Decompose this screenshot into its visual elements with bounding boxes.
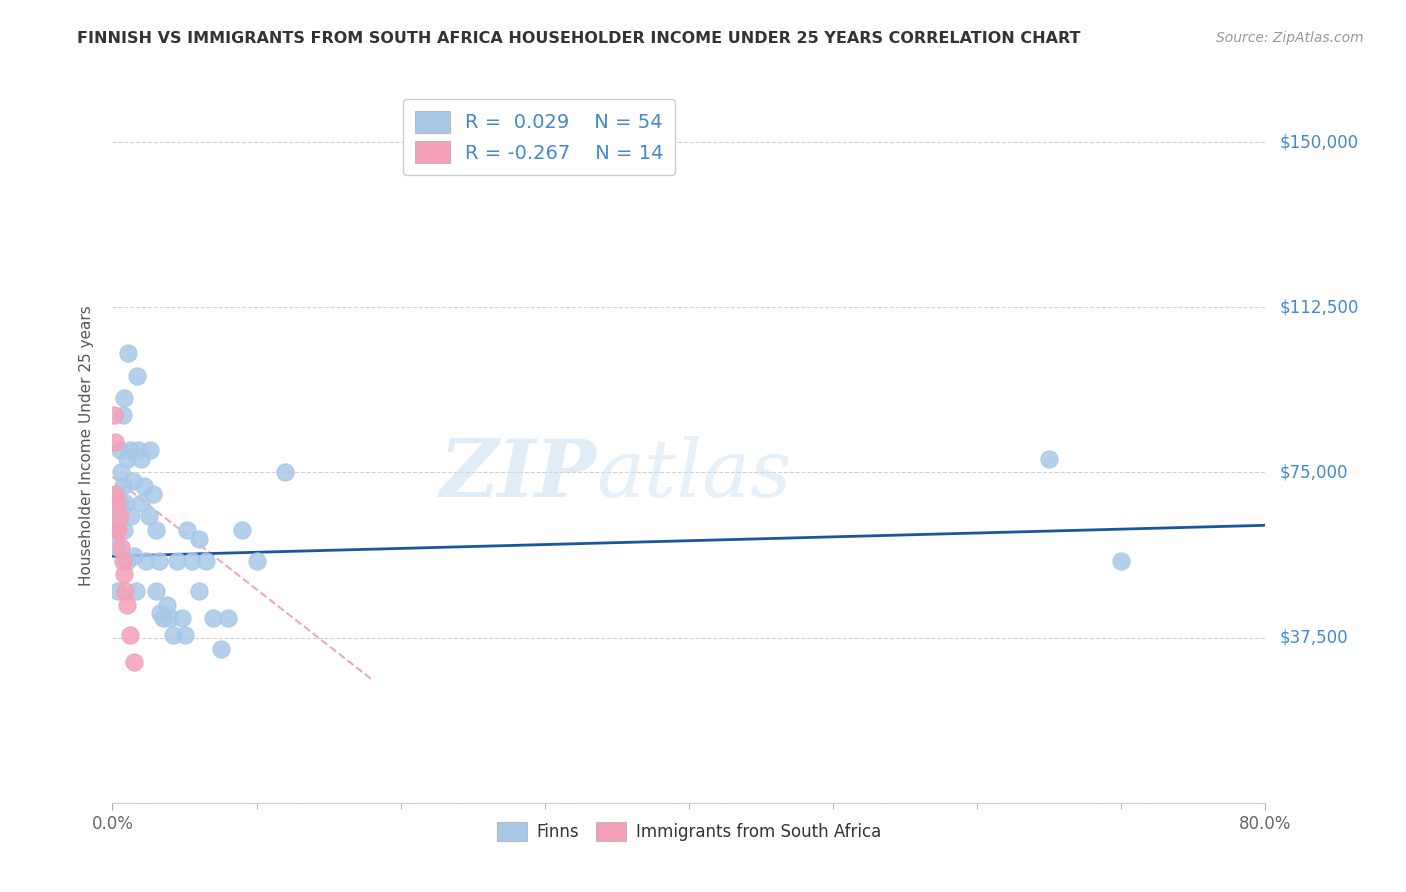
Point [231, 523, 253, 537]
Point [148, 553, 170, 567]
Point [129, 496, 153, 510]
Y-axis label: Householder Income Under 25 years: Householder Income Under 25 years [79, 306, 94, 586]
Point [125, 368, 148, 383]
Point [129, 452, 153, 467]
Point [135, 553, 157, 567]
Point [107, 584, 129, 599]
Point [149, 607, 172, 621]
Point [103, 408, 125, 422]
Point [188, 532, 211, 546]
Point [209, 641, 232, 656]
Text: Source: ZipAtlas.com: Source: ZipAtlas.com [1216, 31, 1364, 45]
Point [134, 478, 156, 492]
Point [145, 584, 167, 599]
Point [120, 509, 142, 524]
Point [152, 611, 174, 625]
Text: FINNISH VS IMMIGRANTS FROM SOUTH AFRICA HOUSEHOLDER INCOME UNDER 25 YEARS CORREL: FINNISH VS IMMIGRANTS FROM SOUTH AFRICA … [77, 31, 1081, 46]
Text: $112,500: $112,500 [1279, 298, 1358, 317]
Point [111, 478, 134, 492]
Point [180, 553, 202, 567]
Point [202, 611, 225, 625]
Text: ZIP: ZIP [440, 436, 596, 513]
Point [114, 584, 136, 599]
Point [105, 523, 128, 537]
Point [217, 611, 239, 625]
Point [142, 487, 165, 501]
Point [110, 541, 132, 555]
Point [121, 475, 143, 489]
Point [173, 628, 195, 642]
Point [1111, 553, 1133, 567]
Point [124, 584, 146, 599]
Point [107, 509, 129, 524]
Point [122, 655, 145, 669]
Point [188, 584, 211, 599]
Point [108, 443, 131, 458]
Point [156, 598, 179, 612]
Point [112, 523, 135, 537]
Point [104, 523, 127, 537]
Point [104, 487, 127, 501]
Point [112, 391, 135, 405]
Point [162, 628, 184, 642]
Point [108, 509, 131, 524]
Point [170, 611, 193, 625]
Point [118, 628, 141, 642]
Point [1038, 452, 1060, 467]
Point [176, 523, 198, 537]
Point [118, 443, 141, 458]
Point [159, 611, 181, 625]
Point [117, 346, 139, 360]
Legend: Finns, Immigrants from South Africa: Finns, Immigrants from South Africa [491, 815, 887, 848]
Point [138, 509, 160, 524]
Point [107, 523, 129, 537]
Point [127, 443, 149, 458]
Point [105, 487, 128, 501]
Point [111, 553, 134, 567]
Point [166, 553, 188, 567]
Point [115, 553, 138, 567]
Point [246, 553, 269, 567]
Point [105, 496, 128, 510]
Point [139, 443, 162, 458]
Text: $75,000: $75,000 [1279, 464, 1348, 482]
Point [110, 466, 132, 480]
Point [105, 541, 128, 555]
Text: $37,500: $37,500 [1279, 629, 1348, 647]
Point [111, 408, 134, 422]
Point [274, 466, 297, 480]
Point [114, 496, 136, 510]
Point [115, 452, 138, 467]
Point [115, 598, 138, 612]
Point [108, 496, 131, 510]
Point [145, 523, 167, 537]
Point [112, 566, 135, 581]
Point [195, 553, 218, 567]
Point [122, 549, 145, 563]
Text: atlas: atlas [596, 436, 792, 513]
Text: $150,000: $150,000 [1279, 133, 1358, 151]
Point [104, 434, 127, 449]
